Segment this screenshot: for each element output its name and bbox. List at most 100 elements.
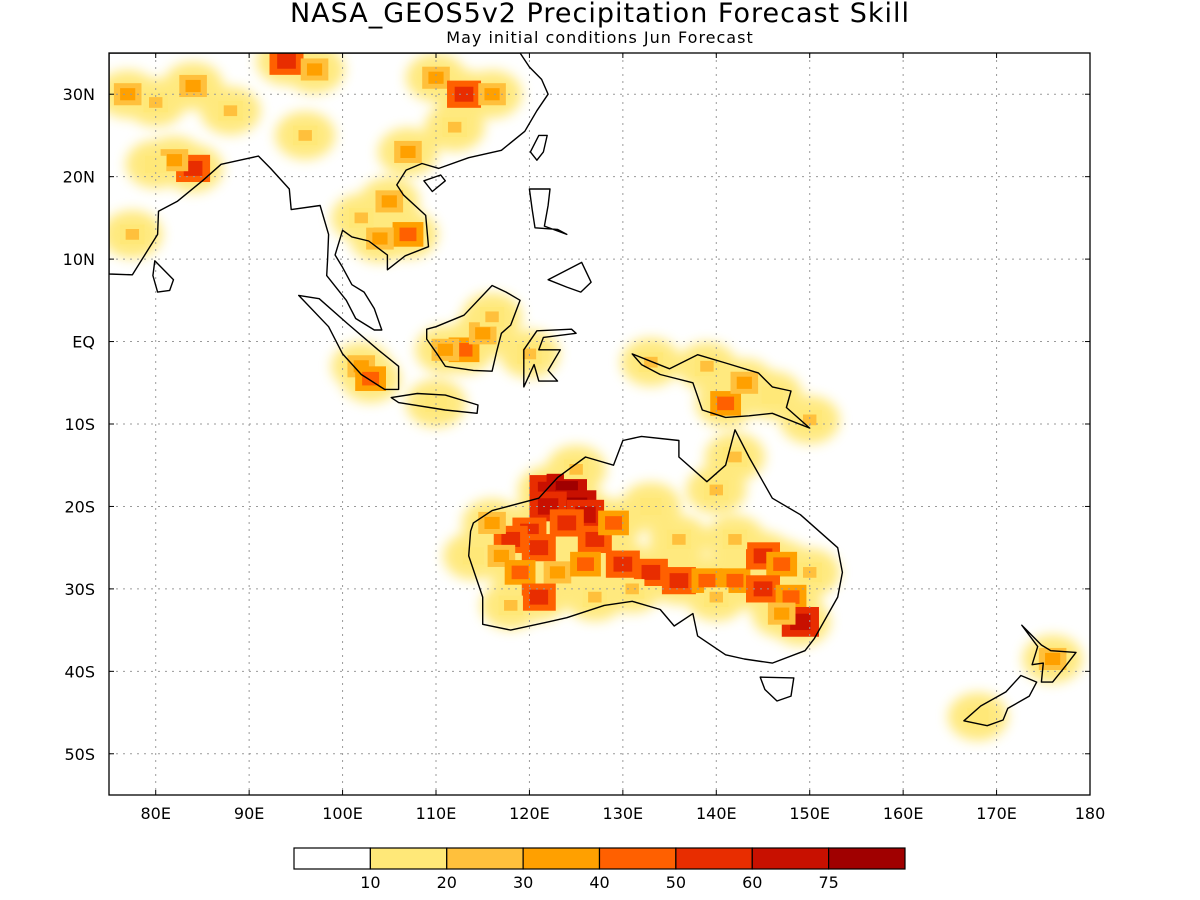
precip-core: [700, 360, 714, 372]
coastline-new-guinea: [631, 353, 811, 429]
precip-core: [362, 371, 380, 386]
coastline-java: [390, 392, 479, 414]
precip-core: [605, 516, 622, 530]
precip-core: [306, 63, 323, 76]
axes: 80E 90E 100E 110E 120E 130E 140E 150E 160E 170E 18…: [63, 53, 1106, 823]
coastline-australia: [468, 429, 844, 664]
precip-core: [501, 531, 521, 547]
precip-core: [185, 79, 201, 93]
precip-core: [467, 551, 480, 561]
gridlines: [109, 53, 1090, 795]
precip-core: [972, 712, 984, 722]
precip-core: [709, 591, 723, 603]
precip-core: [645, 501, 657, 512]
precip-core: [428, 71, 444, 84]
precip-core: [529, 540, 549, 556]
precip-core: [455, 343, 473, 357]
precip-core: [400, 145, 416, 159]
precip-core: [399, 227, 417, 242]
precip-core: [625, 583, 639, 595]
colorbar-label: 10: [360, 873, 380, 892]
colorbar-swatch: [446, 847, 524, 870]
lon-tick-label: 120E: [509, 804, 550, 823]
colorbar-label: 60: [742, 873, 762, 892]
lat-tick-label: 10N: [63, 250, 95, 269]
lon-tick-label: 140E: [696, 804, 737, 823]
coastline-mindanao: [547, 261, 592, 293]
coastline-luzon: [528, 188, 568, 236]
precip-core: [529, 589, 549, 605]
lat-tick-label: 20S: [64, 497, 95, 516]
precip-core: [698, 573, 716, 588]
coastline-sulawesi: [523, 328, 577, 388]
precip-core: [183, 160, 203, 176]
precip-core: [577, 557, 594, 571]
precip-core: [728, 534, 742, 545]
lon-tick-label: 100E: [322, 804, 363, 823]
precip-core: [493, 549, 509, 562]
coastline-taiwan: [529, 134, 548, 161]
coastline-hainan: [423, 174, 446, 193]
precip-core: [709, 484, 723, 496]
lon-tick-label: 150E: [789, 804, 830, 823]
lon-tick-label: 160E: [883, 804, 924, 823]
precip-core: [774, 607, 790, 620]
lat-tick-label: EQ: [72, 333, 95, 352]
colorbar-swatch: [828, 847, 906, 870]
precip-core: [585, 531, 605, 547]
precip-core: [641, 564, 661, 580]
colorbar-swatch: [293, 847, 371, 870]
precip-core: [484, 516, 500, 530]
colorbar: 10 20 30 40 50 60 75: [293, 847, 906, 892]
precip-core: [298, 130, 312, 141]
precip-core: [485, 311, 499, 323]
precip-core: [511, 565, 529, 580]
precip-core: [223, 105, 238, 117]
precip-core: [166, 154, 182, 167]
colorbar-label: 20: [437, 873, 457, 892]
colorbar-swatch: [522, 847, 601, 870]
colorbar-swatch: [369, 847, 448, 870]
precip-core: [522, 348, 537, 360]
colorbar-label: 40: [589, 873, 609, 892]
lat-tick-label: 20N: [63, 168, 95, 187]
lon-tick-label: 180: [1075, 804, 1106, 823]
precip-core: [588, 591, 602, 603]
coastline-sri-lanka: [152, 260, 175, 293]
precip-core: [766, 390, 779, 400]
precip-core: [120, 88, 136, 101]
lon-tick-label: 110E: [416, 804, 457, 823]
precip-core: [149, 159, 162, 169]
precip-core: [644, 356, 658, 368]
precip-core: [557, 515, 577, 531]
precip-core: [277, 53, 296, 69]
precip-core: [773, 557, 791, 571]
lat-tick-label: 50S: [64, 745, 95, 764]
lat-tick-label: 10S: [64, 415, 95, 434]
precip-core: [1045, 652, 1061, 666]
lat-tick-label: 30S: [64, 580, 95, 599]
colorbar-label: 75: [818, 873, 838, 892]
precip-core: [354, 212, 368, 224]
coastline-nz-north: [1021, 624, 1077, 683]
precip-core: [736, 376, 752, 389]
coastline-asia-mainland: [109, 53, 549, 331]
figure-title: NASA_GEOS5v2 Precipitation Forecast Skil…: [289, 0, 911, 29]
precip-core: [372, 232, 388, 245]
coastline-nz-south: [963, 674, 1038, 727]
precip-core: [803, 414, 817, 426]
precip-core: [753, 581, 773, 597]
precip-core: [782, 590, 800, 604]
coastline-sumatra: [298, 294, 400, 391]
precip-layer: [109, 53, 1083, 741]
precip-core: [717, 396, 735, 411]
colorbar-swatch: [598, 847, 677, 870]
precip-core: [672, 534, 686, 545]
lon-tick-label: 130E: [603, 804, 644, 823]
coastlines: [109, 53, 1077, 727]
precip-core: [454, 86, 474, 102]
lon-tick-label: 90E: [234, 804, 264, 823]
precip-core: [381, 195, 397, 208]
precip-core: [569, 463, 583, 475]
